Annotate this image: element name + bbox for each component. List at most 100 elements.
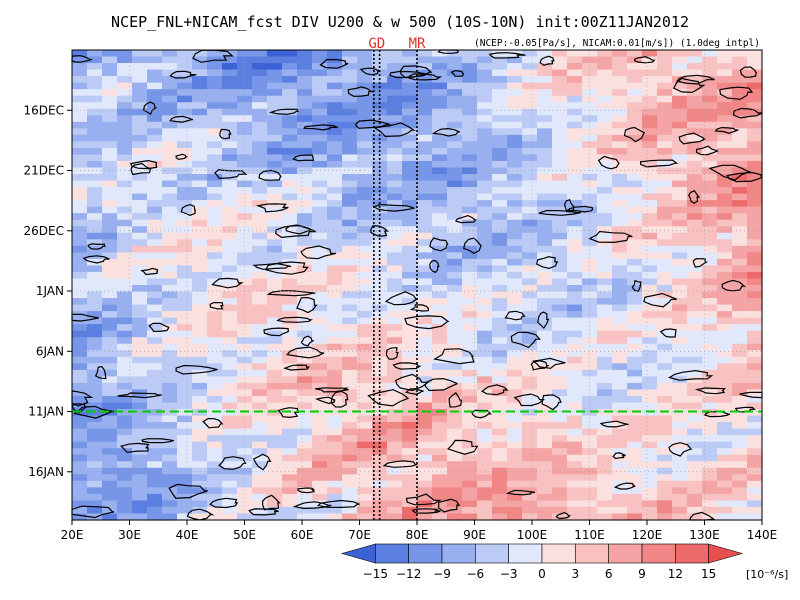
field-cell: [237, 76, 253, 84]
field-cell: [507, 324, 523, 332]
field-cell: [702, 369, 718, 377]
field-cell: [372, 213, 388, 221]
field-cell: [687, 311, 703, 319]
field-cell: [627, 493, 643, 502]
field-cell: [132, 50, 148, 58]
field-cell: [402, 461, 418, 469]
field-cell: [417, 278, 433, 286]
field-cell: [207, 402, 223, 410]
field-cell: [447, 513, 463, 521]
field-cell: [432, 487, 448, 495]
x-tick-label: 80E: [406, 528, 429, 542]
field-cell: [177, 167, 193, 175]
field-cell: [492, 95, 508, 103]
field-cell: [432, 147, 448, 156]
x-tick-label: 40E: [176, 528, 199, 542]
field-cell: [597, 382, 613, 391]
field-cell: [642, 141, 658, 149]
field-cell: [327, 291, 343, 299]
field-cell: [492, 76, 508, 84]
field-cell: [132, 108, 148, 116]
field-cell: [342, 265, 358, 273]
field-cell: [627, 317, 643, 325]
omega-contour: [169, 70, 197, 79]
colorbar-swatch: [408, 543, 443, 564]
field-cell: [732, 493, 748, 502]
field-cell: [357, 271, 373, 280]
field-cell: [282, 369, 298, 377]
colorbar-label: 9: [638, 567, 646, 581]
field-cell: [417, 395, 433, 404]
field-cell: [207, 226, 223, 234]
field-cell: [522, 193, 538, 201]
field-cell: [237, 467, 253, 475]
field-cell: [537, 226, 553, 234]
field-cell: [252, 369, 268, 377]
field-cell: [657, 187, 673, 195]
field-cell: [612, 409, 628, 417]
field-cell: [282, 285, 298, 293]
field-cell: [462, 324, 478, 332]
field-cell: [552, 350, 568, 358]
field-cell: [312, 141, 328, 149]
field-cell: [717, 304, 733, 312]
field-cell: [282, 180, 298, 188]
field-cell: [387, 187, 403, 195]
field-cell: [567, 454, 583, 462]
field-cell: [642, 245, 658, 253]
field-cell: [417, 428, 433, 436]
field-cell: [507, 311, 523, 319]
field-cell: [177, 389, 193, 397]
field-cell: [222, 187, 238, 195]
field-cell: [417, 487, 433, 495]
field-cell: [702, 187, 718, 195]
field-cell: [717, 252, 733, 260]
field-cell: [192, 213, 208, 221]
field-cell: [687, 291, 703, 299]
field-cell: [672, 350, 688, 358]
field-cell: [507, 376, 523, 384]
field-cell: [72, 121, 88, 129]
field-cell: [417, 232, 433, 240]
field-cell: [672, 395, 688, 404]
field-cell: [102, 154, 118, 162]
field-cell: [417, 363, 433, 371]
field-cell: [657, 76, 673, 84]
field-cell: [207, 317, 223, 325]
field-cell: [612, 219, 628, 227]
field-cell: [177, 206, 193, 214]
field-cell: [237, 422, 253, 430]
field-cell: [72, 50, 88, 58]
field-cell: [222, 271, 238, 280]
field-cell: [117, 226, 133, 234]
field-cell: [417, 337, 433, 345]
field-cell: [327, 69, 343, 77]
field-cell: [582, 271, 598, 280]
field-cell: [297, 311, 313, 319]
field-cell: [567, 265, 583, 273]
omega-contour: [634, 56, 656, 64]
omega-contour: [211, 277, 244, 289]
field-cell: [747, 147, 763, 156]
omega-contour: [130, 162, 152, 176]
field-cell: [147, 239, 163, 247]
field-cell: [522, 513, 538, 521]
field-cell: [267, 382, 283, 391]
field-cell: [432, 56, 448, 64]
field-cell: [132, 356, 148, 364]
field-cell: [657, 382, 673, 391]
field-cell: [207, 121, 223, 129]
field-cell: [477, 213, 493, 221]
field-cell: [447, 232, 463, 240]
field-cell: [192, 343, 208, 351]
field-cell: [237, 232, 253, 240]
field-cell: [87, 174, 103, 182]
omega-contour: [94, 365, 107, 380]
omega-contour: [394, 373, 430, 392]
field-cell: [312, 356, 328, 364]
field-cell: [672, 154, 688, 162]
field-cell: [552, 454, 568, 462]
field-cell: [717, 63, 733, 71]
field-cell: [462, 232, 478, 240]
field-cell: [297, 382, 313, 391]
